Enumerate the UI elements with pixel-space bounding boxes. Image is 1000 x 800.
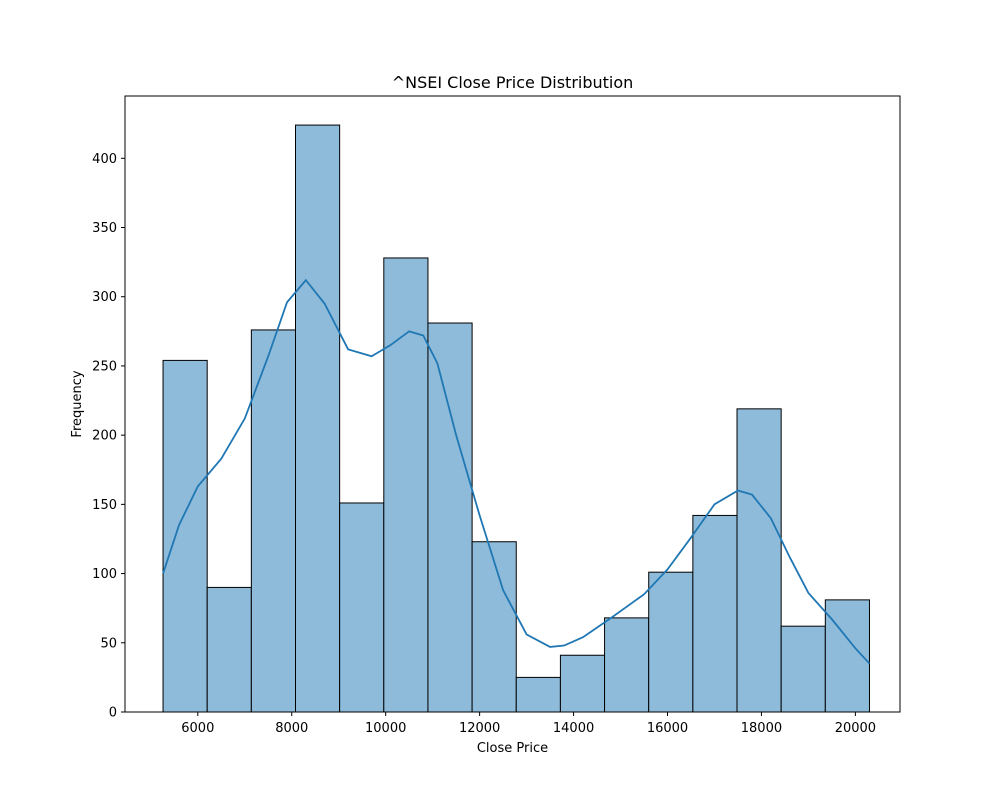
y-tick-label: 400: [92, 152, 117, 167]
histogram-bar: [206, 586, 252, 713]
y-axis-label: Frequency: [70, 370, 85, 437]
x-tick-label: 12000: [459, 721, 500, 736]
histogram-bar: [604, 617, 650, 713]
x-axis: 6000 8000 10000 12000 14000 16000 18000 20000: [181, 712, 876, 736]
x-tick-label: 20000: [835, 721, 876, 736]
histogram-bar: [471, 541, 517, 713]
histogram-bar: [559, 654, 606, 713]
y-tick-label: 300: [92, 290, 117, 305]
histogram-bar: [162, 359, 208, 713]
chart-title: ^NSEI Close Price Distribution: [392, 73, 634, 92]
y-tick-label: 250: [92, 359, 117, 374]
histogram-bar: [427, 322, 473, 713]
x-tick-label: 16000: [647, 721, 688, 736]
x-tick-label: 8000: [275, 721, 308, 736]
histogram-bar: [780, 625, 826, 713]
histogram-bar: [648, 571, 694, 713]
histogram-bar: [515, 676, 561, 713]
y-tick-label: 200: [92, 429, 117, 444]
x-tick-label: 10000: [365, 721, 406, 736]
histogram-bar: [295, 124, 341, 713]
y-axis: 0 50 100 150 200 250 300 350 400: [92, 152, 125, 721]
histogram-bar: [383, 257, 429, 713]
x-axis-label: Close Price: [477, 741, 548, 756]
y-tick-label: 350: [92, 221, 117, 236]
histogram-bars: [162, 124, 870, 713]
y-tick-label: 100: [92, 567, 117, 582]
plot-frame: [124, 95, 901, 713]
histogram-bar: [692, 514, 738, 713]
y-tick-label: 150: [92, 498, 117, 513]
y-tick-label: 0: [109, 706, 117, 721]
x-tick-label: 6000: [181, 721, 214, 736]
histogram-bar: [736, 408, 782, 713]
x-tick-label: 14000: [553, 721, 594, 736]
histogram-bar: [250, 329, 296, 713]
kde-curve: [162, 278, 871, 665]
y-tick-label: 50: [100, 636, 117, 651]
histogram-bar: [339, 502, 385, 713]
x-tick-label: 18000: [741, 721, 782, 736]
